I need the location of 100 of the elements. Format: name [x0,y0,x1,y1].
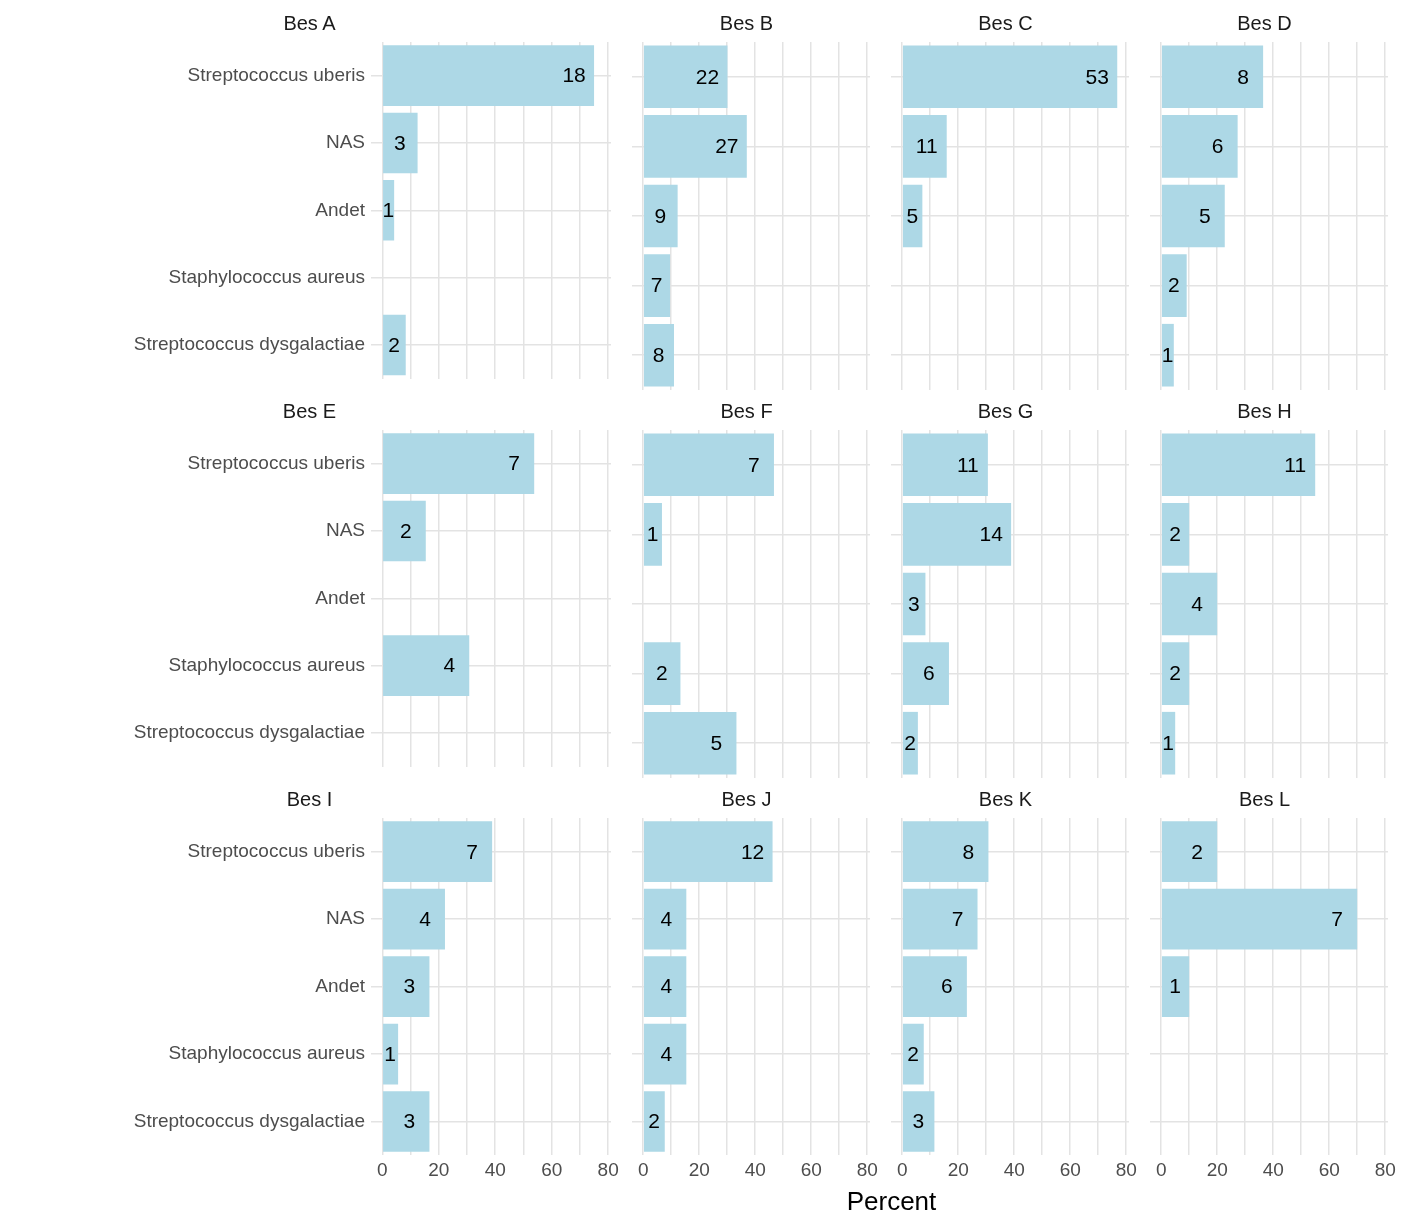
chart-title: Bes G [977,399,1034,422]
annotation: 14 [979,522,1004,546]
bar [902,642,949,705]
bar [643,184,678,248]
annotation: 4 [660,974,673,998]
annotation: 4 [660,906,673,930]
bar [902,503,1012,566]
chart-title: Bes J [721,787,772,810]
annotation: 1 [1161,343,1174,366]
annotation: 4 [660,1041,673,1065]
x-tick-label: 40 [1003,1158,1025,1180]
bar [383,314,406,376]
bar [383,956,430,1017]
annotation: 11 [915,134,938,158]
bar [383,888,445,950]
annotation: 5 [1198,203,1211,227]
x-tick-label: 20 [1206,1158,1228,1180]
annotation: 1 [1169,974,1182,998]
bar [643,433,774,497]
y-tick-label: Streptococcus uberis [187,451,365,473]
annotation: 2 [907,1041,919,1065]
bar [1161,503,1190,566]
y-tick-label: Streptococcus uberis [187,63,365,85]
bar [1161,956,1190,1017]
annotation: 8 [1237,64,1249,88]
x-tick-label: 0 [637,1158,649,1180]
annotation: 3 [403,974,416,998]
annotation: 2 [388,332,400,356]
annotation: 7 [466,839,478,863]
annotation: 1 [384,1041,397,1065]
x-tick-label: 80 [856,1158,878,1180]
y-tick-label: Streptococcus dysgalactiae [133,333,365,355]
x-tick-label: 60 [1059,1158,1081,1180]
x-tick-label: 80 [1115,1158,1137,1180]
y-tick-label: Streptococcus dysgalactiae [133,1109,365,1131]
annotation: 12 [740,839,765,863]
annotation: 1 [646,522,659,546]
y-tick-label: Streptococcus dysgalactiae [133,721,365,743]
bar [643,115,747,178]
y-tick-label: Andet [315,974,366,996]
y-tick-label: Staphylococcus aureus [168,653,365,675]
x-tick-label: 20 [688,1158,710,1180]
bar [383,1091,430,1152]
x-tick-label: 40 [1262,1158,1284,1180]
y-tick-label: Staphylococcus aureus [168,265,365,287]
annotation: 7 [1331,906,1344,930]
bar [1161,711,1176,775]
bar [643,642,681,705]
bar [383,112,418,174]
x-tick-label: 0 [1155,1158,1167,1180]
annotation: 9 [654,203,667,227]
annotation: 2 [655,661,668,685]
annotation: 3 [403,1109,416,1133]
annotation: 27 [715,134,739,158]
bar [643,711,737,775]
bar [902,821,989,883]
bar [383,821,493,883]
chart-title: Bes H [1237,399,1292,422]
annotation: 5 [710,731,723,754]
annotation: 11 [956,452,979,476]
annotation: 2 [1168,273,1180,297]
bar [1161,572,1218,636]
annotation: 2 [904,731,916,754]
annotation: 3 [907,591,920,615]
annotation: 5 [906,203,919,227]
annotation: 3 [912,1109,925,1133]
annotation: 8 [962,839,975,863]
bar [902,433,988,497]
bar [643,254,671,317]
bar [643,956,687,1017]
chart-title: Bes B [719,11,774,34]
annotation: 53 [1085,64,1109,88]
bar [643,821,773,883]
x-tick-label: 80 [597,1158,619,1180]
bar [902,1091,935,1152]
chart-title: Bes E [282,399,337,422]
bar [1161,888,1358,950]
x-axis-title: Percent [845,1186,938,1216]
chart-title: Bes L [1238,787,1291,810]
x-tick-label: 60 [1318,1158,1340,1180]
annotation: 4 [419,906,432,930]
y-tick-label: NAS [325,907,365,929]
annotation: 7 [951,906,964,930]
annotation: 18 [562,63,586,87]
bar [643,323,674,387]
annotation: 3 [394,130,406,154]
bar [1161,821,1218,883]
y-tick-label: Staphylococcus aureus [168,1042,365,1064]
y-tick-label: Andet [315,586,366,608]
bar [643,1091,665,1152]
x-tick-label: 60 [800,1158,822,1180]
x-tick-label: 40 [744,1158,766,1180]
bar [643,45,728,109]
bar [1161,323,1174,387]
annotation: 6 [941,974,953,998]
bar [902,711,918,775]
annotation: 7 [650,273,663,297]
bar [1161,45,1264,109]
annotation: 11 [1284,452,1307,476]
chart-title: Bes K [978,787,1033,810]
